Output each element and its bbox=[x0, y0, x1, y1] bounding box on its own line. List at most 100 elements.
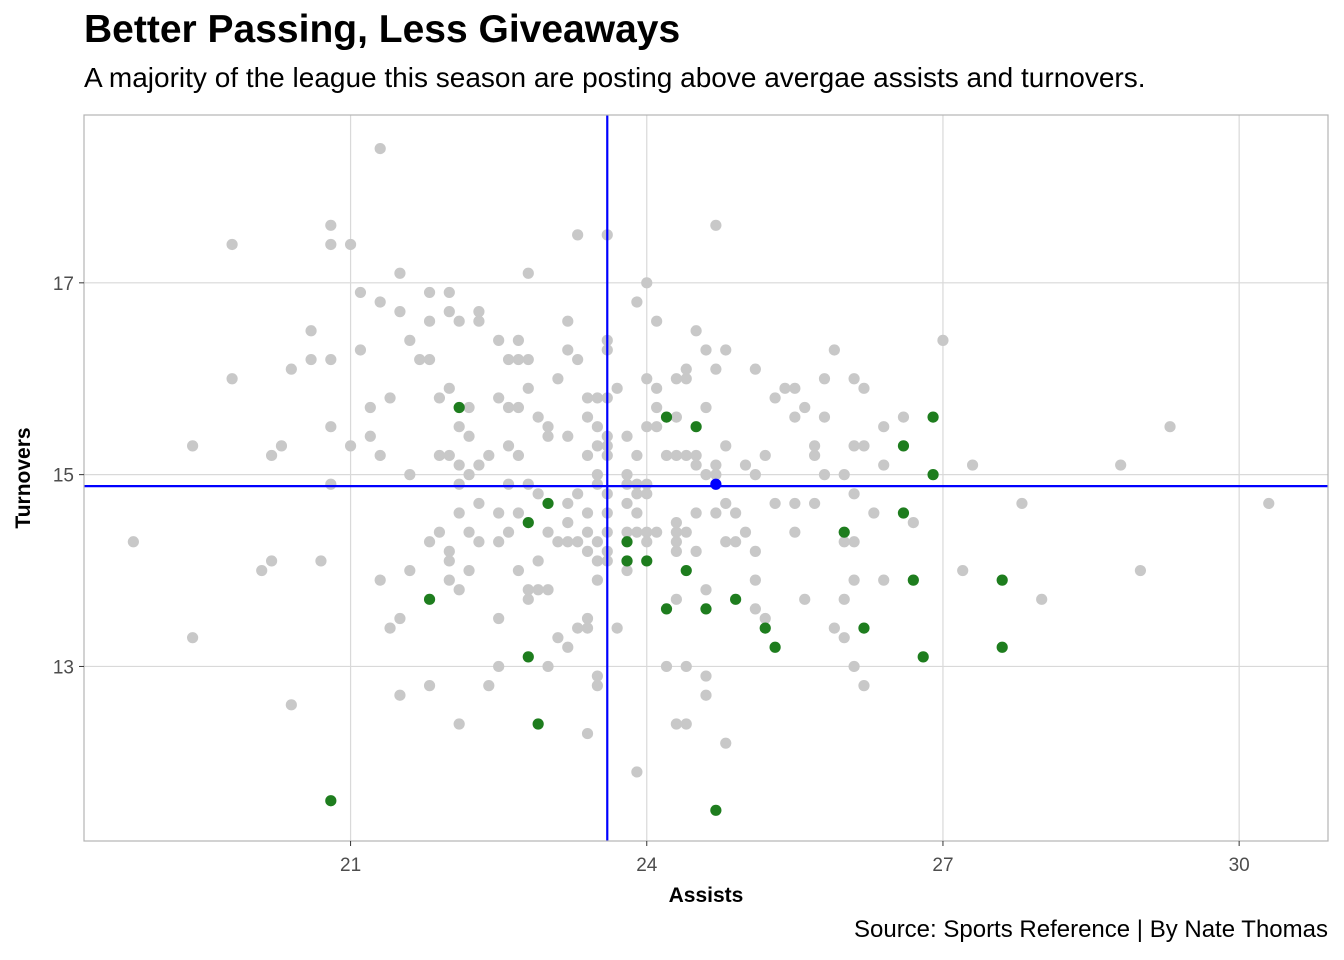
data-point bbox=[631, 478, 643, 490]
data-point bbox=[897, 507, 910, 519]
data-point bbox=[848, 536, 860, 548]
data-point bbox=[591, 536, 603, 548]
data-point bbox=[502, 353, 515, 366]
data-point bbox=[848, 440, 860, 452]
data-point bbox=[759, 622, 771, 634]
data-point bbox=[848, 488, 860, 500]
data-point bbox=[838, 469, 850, 481]
data-point bbox=[660, 660, 673, 673]
data-point bbox=[591, 574, 603, 586]
data-point bbox=[275, 440, 288, 452]
data-point bbox=[542, 526, 554, 538]
data-point bbox=[907, 574, 919, 586]
chart-title: Better Passing, Less Giveaways bbox=[84, 8, 681, 51]
data-point bbox=[651, 382, 663, 394]
data-points bbox=[127, 142, 1275, 816]
data-point bbox=[354, 344, 367, 356]
data-point bbox=[927, 469, 939, 481]
data-point bbox=[759, 449, 771, 462]
data-point bbox=[878, 459, 890, 471]
data-point bbox=[660, 449, 673, 462]
data-point bbox=[690, 449, 702, 462]
data-point bbox=[818, 469, 831, 481]
data-point bbox=[818, 411, 831, 423]
data-point bbox=[473, 459, 485, 471]
data-point bbox=[809, 497, 821, 510]
data-point bbox=[1115, 459, 1127, 471]
data-point bbox=[591, 421, 603, 433]
data-point bbox=[710, 507, 722, 519]
data-point bbox=[532, 411, 544, 423]
data-point bbox=[572, 353, 584, 366]
data-point bbox=[700, 469, 712, 481]
data-point bbox=[631, 526, 643, 538]
data-point bbox=[463, 469, 475, 481]
data-point bbox=[542, 584, 554, 596]
data-point bbox=[502, 526, 515, 538]
data-point bbox=[621, 555, 633, 567]
data-point bbox=[542, 430, 554, 442]
data-point bbox=[631, 449, 643, 462]
data-point bbox=[344, 238, 357, 251]
data-point bbox=[581, 411, 594, 423]
data-point bbox=[552, 536, 564, 548]
data-point bbox=[680, 363, 692, 375]
data-point bbox=[641, 478, 653, 490]
data-point bbox=[651, 401, 663, 414]
data-point bbox=[285, 363, 297, 375]
data-point bbox=[512, 401, 525, 414]
data-point bbox=[542, 660, 554, 673]
data-point bbox=[532, 718, 544, 730]
data-point bbox=[552, 373, 564, 385]
data-point bbox=[433, 526, 446, 538]
data-point bbox=[522, 651, 534, 663]
data-point bbox=[868, 507, 880, 519]
panel-border bbox=[83, 114, 1329, 842]
x-tick-label: 30 bbox=[1229, 855, 1250, 876]
data-point bbox=[532, 555, 544, 567]
data-point bbox=[423, 680, 436, 692]
data-point bbox=[848, 574, 860, 586]
data-point bbox=[285, 699, 297, 711]
data-point bbox=[463, 401, 475, 414]
data-point bbox=[581, 449, 594, 462]
data-point bbox=[463, 526, 475, 538]
data-point bbox=[700, 603, 712, 615]
data-point bbox=[591, 478, 603, 490]
data-point bbox=[581, 545, 594, 557]
data-point bbox=[660, 603, 673, 615]
data-point bbox=[463, 430, 475, 442]
reference-lines bbox=[84, 115, 1328, 841]
data-point bbox=[641, 373, 653, 385]
grid-lines bbox=[84, 115, 1328, 841]
data-point bbox=[917, 651, 929, 663]
data-point bbox=[384, 392, 396, 404]
data-point bbox=[680, 526, 692, 538]
data-point bbox=[651, 315, 663, 327]
data-point bbox=[502, 401, 515, 414]
data-point bbox=[453, 718, 465, 730]
data-point bbox=[789, 526, 801, 538]
data-point bbox=[749, 545, 761, 557]
data-point bbox=[423, 536, 436, 548]
data-point bbox=[848, 373, 860, 385]
data-point bbox=[641, 555, 653, 567]
data-point bbox=[828, 344, 840, 356]
data-point bbox=[720, 536, 732, 548]
data-point bbox=[265, 449, 278, 462]
data-point bbox=[1263, 497, 1275, 510]
data-point bbox=[325, 421, 337, 433]
data-point bbox=[690, 421, 702, 433]
data-point bbox=[522, 516, 534, 529]
data-point bbox=[325, 353, 337, 366]
data-point bbox=[710, 804, 722, 816]
axis-ticks: 21 24 27 30 13 15 17 bbox=[53, 274, 1250, 876]
data-point bbox=[512, 449, 525, 462]
data-point bbox=[394, 267, 406, 279]
data-point bbox=[433, 449, 446, 462]
data-point bbox=[512, 507, 525, 519]
data-point bbox=[562, 497, 574, 510]
data-point bbox=[325, 238, 337, 251]
x-tick-label: 24 bbox=[636, 855, 658, 876]
